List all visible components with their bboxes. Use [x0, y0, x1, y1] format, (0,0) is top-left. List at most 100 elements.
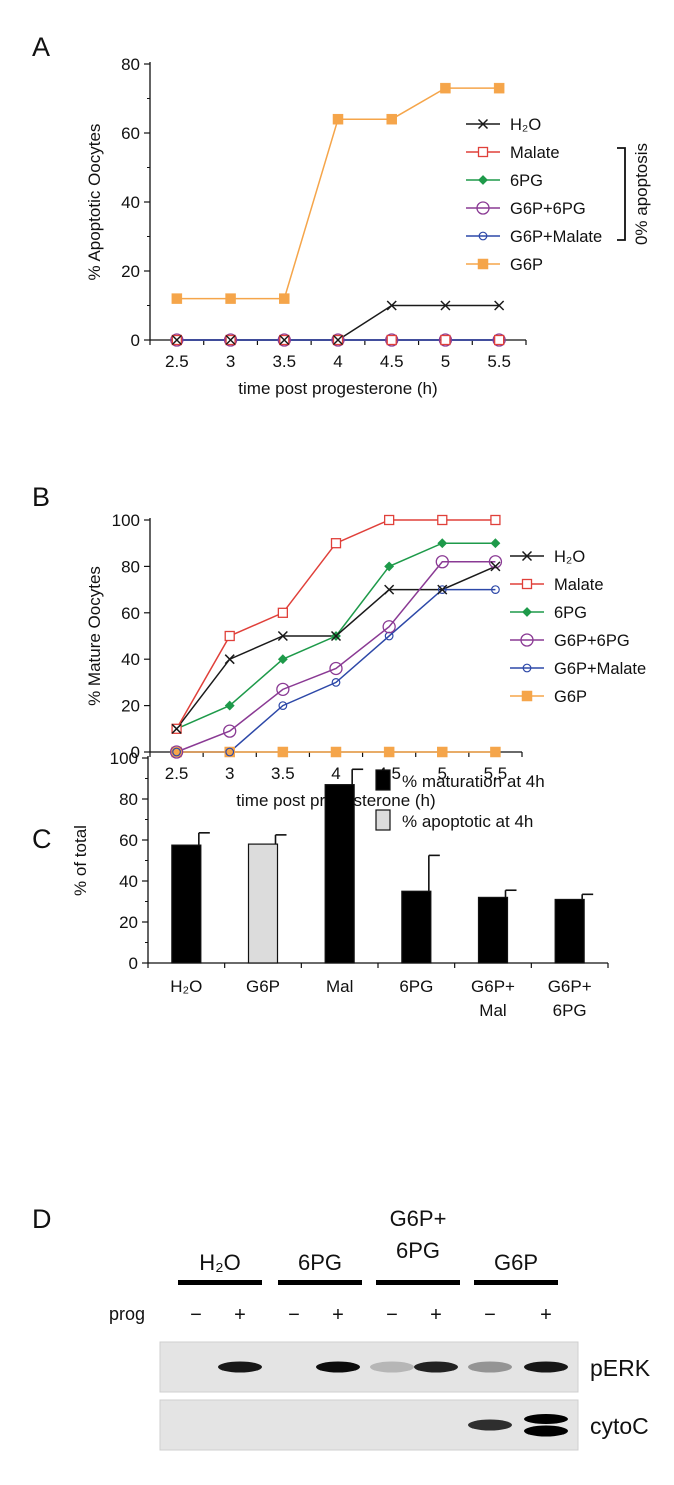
data-point	[435, 555, 449, 569]
bar	[171, 844, 202, 964]
data-point	[276, 682, 290, 697]
data-point	[492, 333, 506, 347]
bar	[554, 898, 585, 964]
data-point	[493, 334, 505, 346]
x-tick-label: Mal	[326, 977, 353, 996]
data-point	[330, 538, 342, 549]
blot-band	[218, 1361, 262, 1373]
data-point	[437, 746, 448, 758]
data-point	[330, 630, 342, 642]
group-bar	[178, 1280, 262, 1285]
data-point	[488, 555, 503, 569]
legend-label: 6PG	[554, 604, 587, 622]
data-point	[386, 300, 397, 311]
lane-sign: +	[234, 1304, 246, 1326]
data-point	[440, 300, 451, 311]
y-axis-label: % Apoptotic Oocytes	[85, 124, 104, 281]
legend-marker	[476, 201, 490, 215]
y-axis-label: % Mature Oocytes	[85, 566, 104, 706]
data-point	[223, 333, 238, 347]
data-point	[437, 514, 448, 526]
legend-marker	[522, 607, 532, 617]
data-point	[383, 746, 395, 758]
legend-marker	[521, 690, 533, 702]
y-tick-label: 0	[131, 743, 140, 762]
data-point	[224, 630, 235, 642]
data-point	[225, 334, 236, 346]
x-tick-label: G6P+	[471, 977, 515, 996]
data-point	[437, 584, 448, 595]
data-point	[440, 82, 451, 94]
x-tick-label: 2.5	[165, 352, 189, 371]
blot-band	[468, 1361, 512, 1373]
data-point	[223, 724, 237, 738]
data-point	[437, 585, 447, 594]
data-point	[169, 745, 184, 759]
group-label: G6P+	[390, 1206, 447, 1231]
panel-label-d: D	[32, 1204, 52, 1234]
bracket-label: 0% apoptosis	[632, 143, 651, 245]
y-tick-label: 80	[121, 55, 140, 74]
y-tick-label: 20	[119, 913, 138, 932]
data-point	[171, 293, 183, 304]
series-line	[176, 304, 500, 341]
data-point	[386, 334, 397, 346]
data-point	[332, 334, 344, 346]
y-tick-label: 60	[119, 831, 138, 850]
legend-label: H₂O	[510, 116, 541, 134]
y-tick-label: 80	[119, 790, 138, 809]
x-tick-label: H₂O	[170, 977, 202, 996]
data-point	[171, 746, 182, 758]
legend-label: Malate	[510, 144, 560, 162]
lane-sign: +	[332, 1304, 344, 1326]
legend-label: G6P+6PG	[510, 200, 586, 218]
group-label: H₂O	[199, 1250, 241, 1275]
x-tick-label: 2.5	[165, 764, 189, 783]
x-tick-label: 4	[331, 764, 340, 783]
blot-band	[524, 1425, 568, 1437]
data-point	[279, 334, 290, 346]
y-tick-label: 100	[112, 511, 140, 530]
x-tick-label: G6P+	[548, 977, 592, 996]
y-tick-label: 0	[131, 331, 140, 350]
group-label: 6PG	[298, 1250, 342, 1275]
y-tick-label: 20	[121, 697, 140, 716]
data-point	[277, 746, 289, 758]
data-point	[438, 333, 453, 347]
x-tick-label: 4.5	[380, 352, 404, 371]
legend-label: % apoptotic at 4h	[402, 812, 533, 831]
data-point	[494, 300, 505, 311]
data-point	[332, 113, 344, 125]
data-point	[277, 654, 288, 665]
x-tick-label-line2: Mal	[479, 1001, 506, 1020]
bar	[247, 843, 279, 964]
bar	[477, 896, 509, 964]
group-bar	[278, 1280, 362, 1285]
panel-label-b: B	[32, 482, 50, 512]
blot-band	[468, 1419, 512, 1431]
legend-label: Malate	[554, 576, 604, 594]
data-point	[331, 678, 341, 687]
legend-marker	[477, 258, 489, 270]
data-point	[491, 585, 500, 594]
data-point	[277, 333, 291, 347]
legend-label: G6P+6PG	[554, 632, 630, 650]
legend-marker	[477, 146, 489, 158]
blot-membrane	[159, 1399, 579, 1451]
blot-label: pERK	[590, 1355, 651, 1381]
x-tick-label: 3	[226, 352, 235, 371]
legend-label: H₂O	[554, 548, 585, 566]
y-tick-label: 100	[110, 749, 138, 768]
lane-sign: −	[386, 1304, 398, 1326]
data-point	[277, 607, 289, 618]
y-tick-label: 40	[119, 872, 138, 891]
legend-label: G6P+Malate	[510, 228, 602, 246]
data-point	[490, 538, 501, 549]
data-point	[493, 82, 505, 94]
legend-marker	[521, 578, 533, 590]
x-tick-label: 4	[333, 352, 342, 371]
data-point	[384, 584, 395, 595]
x-tick-label: 3	[225, 764, 234, 783]
group-label: G6P	[494, 1250, 538, 1275]
x-tick-label: 5	[441, 352, 450, 371]
